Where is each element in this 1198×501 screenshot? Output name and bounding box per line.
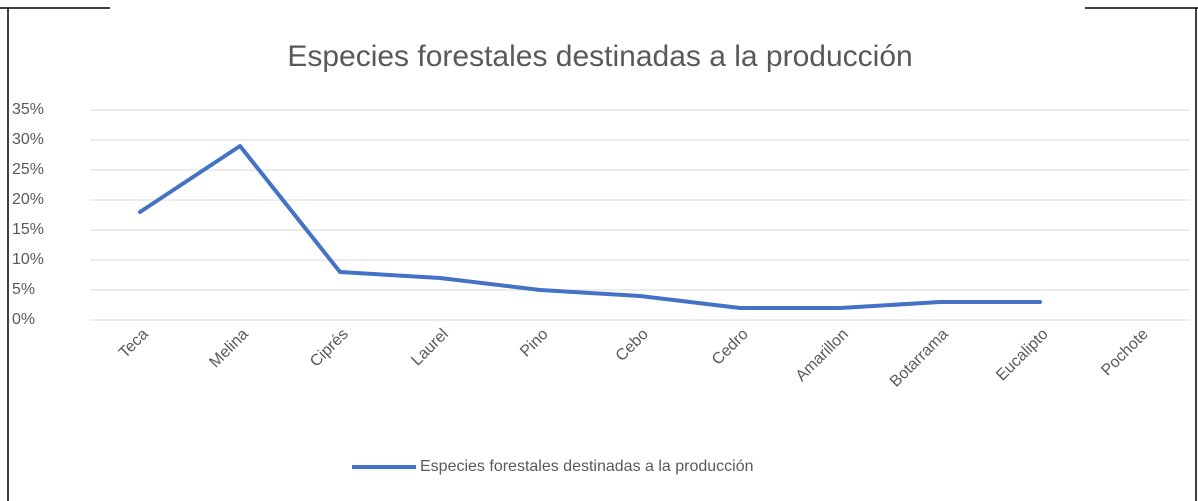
legend-label: Especies forestales destinadas a la prod… (420, 458, 754, 475)
y-tick-label: 0% (12, 311, 35, 328)
y-tick-label: 10% (12, 251, 44, 268)
line-series (138, 144, 1042, 310)
y-tick-label: 5% (12, 281, 35, 298)
y-tick-label: 25% (12, 161, 44, 178)
y-tick-label: 35% (12, 101, 44, 118)
chart-title: Especies forestales destinadas a la prod… (287, 40, 912, 73)
y-tick-label: 30% (12, 131, 44, 148)
y-tick-label: 20% (12, 191, 44, 208)
y-tick-label: 15% (12, 221, 44, 238)
